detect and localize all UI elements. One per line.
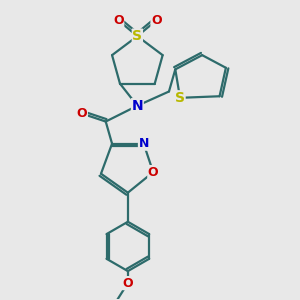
Text: O: O	[123, 277, 133, 290]
Text: O: O	[148, 166, 158, 178]
Text: S: S	[132, 29, 142, 43]
Text: O: O	[113, 14, 124, 27]
Text: O: O	[77, 107, 87, 120]
Text: N: N	[139, 137, 149, 150]
Text: N: N	[131, 99, 143, 113]
Text: S: S	[175, 91, 185, 105]
Text: O: O	[151, 14, 162, 27]
